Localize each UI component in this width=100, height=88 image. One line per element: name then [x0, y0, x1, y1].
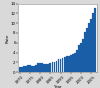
- Bar: [39, 63, 41, 72]
- Bar: [54, 62, 55, 72]
- Bar: [37, 63, 39, 72]
- Bar: [27, 65, 29, 72]
- Bar: [60, 59, 61, 72]
- Bar: [33, 66, 35, 72]
- Bar: [21, 67, 23, 72]
- X-axis label: Year: Year: [53, 85, 62, 88]
- Bar: [64, 57, 66, 72]
- Y-axis label: Rate: Rate: [6, 33, 10, 43]
- Bar: [19, 67, 20, 72]
- Bar: [31, 66, 33, 72]
- Bar: [70, 55, 72, 72]
- Bar: [78, 45, 80, 72]
- Bar: [76, 50, 78, 72]
- Bar: [92, 13, 94, 72]
- Bar: [90, 19, 92, 72]
- Bar: [56, 61, 57, 72]
- Bar: [25, 66, 27, 72]
- Bar: [82, 39, 84, 72]
- Bar: [62, 58, 64, 72]
- Bar: [58, 59, 59, 72]
- Bar: [43, 64, 45, 72]
- Bar: [52, 62, 53, 72]
- Bar: [41, 63, 43, 72]
- Bar: [86, 28, 88, 72]
- Bar: [47, 64, 49, 72]
- Bar: [50, 63, 51, 72]
- Bar: [23, 66, 25, 72]
- Bar: [66, 56, 68, 72]
- Bar: [45, 64, 47, 72]
- Bar: [29, 65, 31, 72]
- Bar: [68, 56, 70, 72]
- Bar: [72, 54, 74, 72]
- Bar: [80, 43, 82, 72]
- Bar: [84, 32, 86, 72]
- Bar: [74, 53, 76, 72]
- Bar: [88, 23, 90, 72]
- Bar: [35, 65, 37, 72]
- Bar: [94, 8, 96, 72]
